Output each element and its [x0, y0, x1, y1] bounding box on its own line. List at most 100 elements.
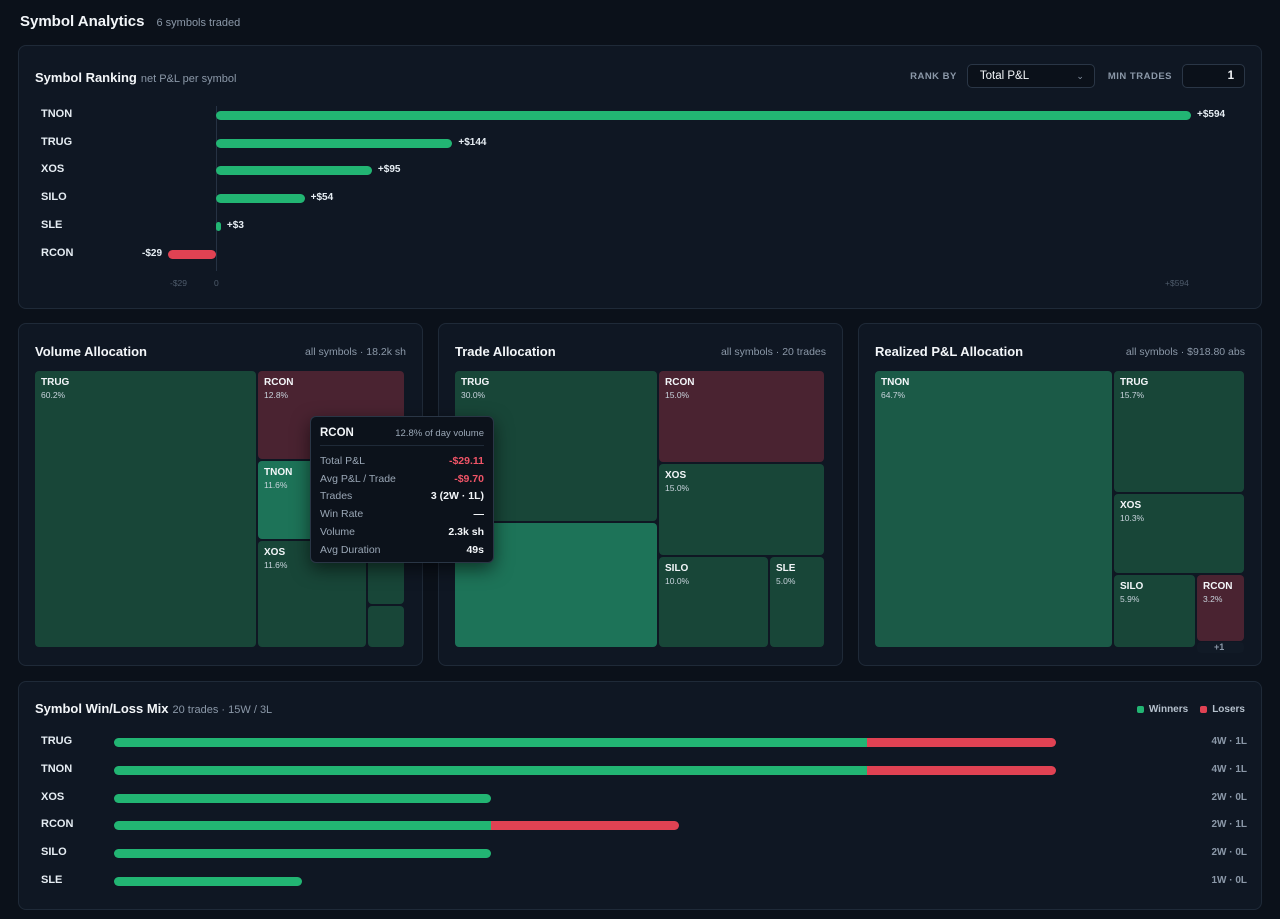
- treemap-tile[interactable]: TRUG 60.2%: [35, 371, 256, 647]
- ranking-title-text: Symbol Ranking: [35, 70, 137, 85]
- treemap-tile[interactable]: XOS 15.0%: [659, 464, 824, 555]
- treemap-tile[interactable]: RCON 3.2%: [1197, 575, 1244, 641]
- ranking-value: +$3: [226, 219, 244, 231]
- winloss-count: 1W · 0L: [1211, 875, 1247, 886]
- winloss-count: 4W · 1L: [1211, 763, 1247, 775]
- ranking-row[interactable]: TNON +$594: [19, 108, 1263, 122]
- tile-percent: 5.0%: [776, 576, 796, 586]
- ranking-symbol: TRUG: [41, 135, 73, 148]
- rank-by-value: Total P&L: [979, 70, 1030, 82]
- tooltip-key: Win Rate: [320, 508, 364, 521]
- tooltip-value: -$9.70: [454, 472, 484, 485]
- ranking-bar: [216, 166, 372, 176]
- winloss-subtitle: 20 trades · 15W / 3L: [172, 704, 273, 716]
- tooltip-symbol: RCON: [320, 427, 354, 439]
- winloss-count: 4W · 1L: [1211, 736, 1247, 747]
- tile-percent: 10.0%: [665, 576, 690, 586]
- winloss-row[interactable]: SILO 2W · 0L: [19, 846, 1263, 860]
- symbol-ranking-panel: Symbol Ranking net P&L per symbol RANK BY…: [18, 45, 1262, 309]
- win-loss-panel: Symbol Win/Loss Mix 20 trades · 15W / 3L …: [18, 681, 1262, 910]
- ranking-bar: [216, 111, 1191, 120]
- losers-segment: [867, 738, 1056, 747]
- tile-percent: 15.0%: [665, 390, 690, 400]
- winners-segment: [114, 765, 868, 775]
- winloss-title-text: Symbol Win/Loss Mix: [35, 701, 169, 716]
- ranking-row[interactable]: TRUG +$144: [19, 136, 1263, 150]
- tile-percent: 30.0%: [461, 390, 486, 400]
- treemap-tile[interactable]: TRUG 15.7%: [1114, 371, 1244, 492]
- trades-title: Trade Allocation: [455, 344, 556, 359]
- ranking-row[interactable]: SLE +$3: [19, 219, 1263, 233]
- symbol-tooltip: RCON 12.8% of day volume Total P&L -$29.1…: [310, 416, 494, 563]
- ranking-symbol: SILO: [41, 191, 67, 204]
- ranking-bar: [216, 221, 221, 231]
- winloss-row[interactable]: TNON 4W · 1L: [19, 763, 1263, 777]
- tooltip-header: RCON 12.8% of day volume: [320, 427, 484, 446]
- treemap-tile-more[interactable]: [1197, 642, 1244, 653]
- tile-symbol: XOS: [264, 547, 286, 558]
- winloss-symbol: TNON: [41, 762, 73, 775]
- tooltip-row: Total P&L -$29.11: [320, 452, 484, 470]
- winloss-row[interactable]: SLE 1W · 0L: [19, 874, 1263, 888]
- winloss-symbol: SLE: [41, 874, 63, 886]
- tooltip-value: 3 (2W · 1L): [430, 490, 484, 503]
- ranking-value: +$54: [310, 192, 334, 204]
- ranking-row[interactable]: RCON -$29: [19, 247, 1263, 261]
- treemap-tile[interactable]: [368, 606, 404, 647]
- winners-segment: [114, 793, 491, 803]
- tooltip-row: Win Rate —: [320, 505, 484, 523]
- tile-percent: 11.6%: [264, 480, 288, 490]
- ranking-symbol: SLE: [41, 218, 63, 231]
- tile-symbol: RCON: [264, 377, 294, 388]
- winloss-row[interactable]: RCON 2W · 1L: [19, 818, 1263, 832]
- winloss-row[interactable]: TRUG 4W · 1L: [19, 735, 1263, 749]
- treemap-tile[interactable]: SLE 5.0%: [770, 557, 824, 647]
- treemap-tile[interactable]: SILO 10.0%: [659, 557, 768, 647]
- winloss-symbol: XOS: [41, 790, 65, 803]
- volume-meta: all symbols · 18.2k sh: [305, 346, 406, 358]
- tile-percent: 64.7%: [881, 390, 906, 400]
- winners-segment: [114, 738, 868, 747]
- treemap-tile[interactable]: TNON 64.7%: [875, 371, 1112, 647]
- tooltip-row: Avg P&L / Trade -$9.70: [320, 470, 484, 488]
- tile-percent: 60.2%: [41, 390, 66, 400]
- tile-symbol: XOS: [1120, 500, 1142, 511]
- winloss-symbol: RCON: [41, 818, 74, 831]
- page-title: Symbol Analytics: [20, 13, 145, 30]
- tile-symbol: TRUG: [41, 377, 70, 388]
- page-subtitle: 6 symbols traded: [156, 17, 241, 29]
- losers-segment: [867, 765, 1056, 775]
- winloss-symbol: TRUG: [41, 735, 73, 747]
- treemap-tile[interactable]: SILO 5.9%: [1114, 575, 1195, 647]
- tooltip-row: Volume 2.3k sh: [320, 523, 484, 541]
- tooltip-value: 49s: [466, 543, 484, 556]
- tooltip-key: Avg P&L / Trade: [320, 472, 396, 485]
- tile-symbol: TRUG: [461, 377, 490, 388]
- tile-symbol: TRUG: [1120, 377, 1149, 388]
- winloss-count: 2W · 0L: [1211, 791, 1247, 803]
- rank-by-label: RANK BY: [910, 70, 957, 82]
- ranking-bar: [216, 194, 305, 204]
- ranking-title: Symbol Ranking net P&L per symbol: [35, 70, 236, 85]
- ranking-symbol: TNON: [41, 108, 73, 120]
- tooltip-key: Trades: [320, 490, 353, 503]
- trades-meta: all symbols · 20 trades: [720, 346, 826, 358]
- ranking-value: +$594: [1197, 109, 1226, 120]
- tile-percent: 5.9%: [1120, 594, 1140, 604]
- min-trades-input[interactable]: [1182, 64, 1245, 88]
- more-tiles-label: +1: [1214, 642, 1225, 652]
- tile-symbol: RCON: [665, 377, 695, 388]
- page-header: Symbol Analytics 6 symbols traded: [20, 13, 240, 30]
- treemap-tile[interactable]: XOS 10.3%: [1114, 494, 1244, 573]
- tooltip-value: —: [473, 508, 485, 521]
- treemap-tile[interactable]: RCON 15.0%: [659, 371, 824, 462]
- tooltip-key: Total P&L: [320, 454, 365, 467]
- rank-by-select[interactable]: Total P&L ⌄: [966, 64, 1095, 88]
- chevron-down-icon: ⌄: [1076, 70, 1084, 81]
- ranking-row[interactable]: XOS +$95: [19, 163, 1263, 177]
- tooltip-subtitle: 12.8% of day volume: [395, 428, 484, 439]
- losers-segment: [490, 821, 679, 831]
- tooltip-value: 2.3k sh: [448, 526, 484, 539]
- winloss-row[interactable]: XOS 2W · 0L: [19, 791, 1263, 805]
- ranking-row[interactable]: SILO +$54: [19, 191, 1263, 205]
